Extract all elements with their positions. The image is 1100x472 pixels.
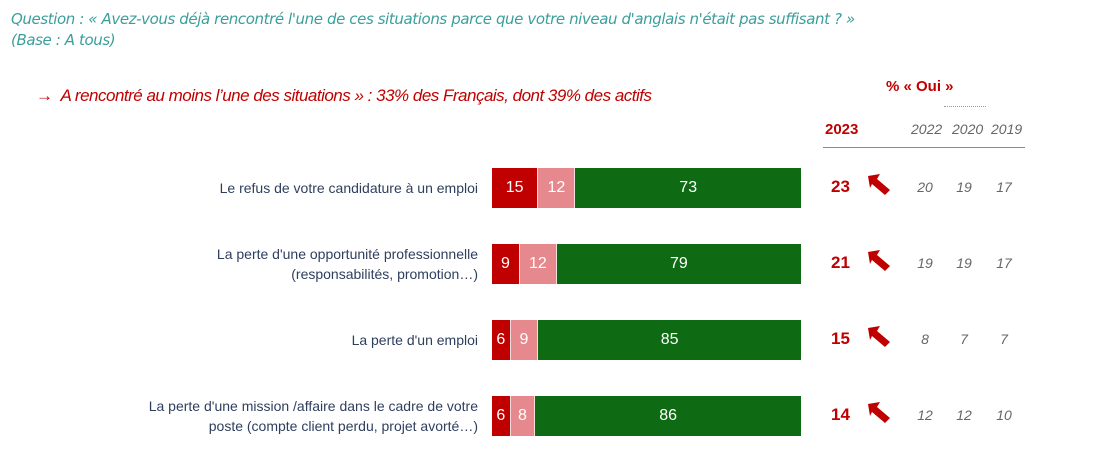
bar-segment-segment-3: 86	[535, 396, 801, 436]
arrow-up-left-icon	[866, 172, 892, 198]
year-header-2019: 2019	[991, 121, 1023, 137]
category-label-line: La perte d'une mission /affaire dans le …	[148, 398, 478, 414]
bar-segment-segment-1: 15	[492, 168, 539, 208]
oui-2023-value: 21	[831, 253, 850, 272]
header-divider	[823, 147, 1025, 148]
category-label-line: Le refus de votre candidature à un emplo…	[219, 180, 478, 196]
bar-segment-segment-2: 9	[510, 320, 539, 360]
trend-title: % « Oui »	[886, 78, 954, 95]
stacked-bar: 6 8 86	[492, 396, 801, 436]
dotted-divider	[944, 106, 986, 107]
category-label-line: La perte d'une opportunité professionnel…	[216, 246, 478, 262]
question-text: Question : « Avez-vous déjà rencontré l'…	[11, 9, 855, 51]
stacked-bar: 9 12 79	[492, 244, 801, 284]
oui-2020-value: 12	[956, 407, 972, 423]
bar-segment-segment-1: 6	[492, 396, 511, 436]
arrow-right-icon: →	[36, 86, 53, 105]
data-label: 12	[528, 255, 547, 272]
oui-2023-value: 14	[831, 405, 850, 424]
oui-2023-value: 15	[831, 329, 850, 348]
year-header-2023: 2023	[825, 121, 859, 138]
bar-segment-segment-3: 85	[538, 320, 801, 360]
category-label-line: poste (compte client perdu, projet avort…	[208, 418, 478, 434]
year-header-2020: 2020	[952, 121, 984, 137]
category-label-line: (responsabilités, promotion…)	[291, 266, 478, 282]
bar-segment-segment-3: 73	[575, 168, 801, 208]
data-label: 12	[547, 179, 566, 196]
category-label: Le refus de votre candidature à un emplo…	[220, 178, 478, 198]
headline-text: A rencontré au moins l’une des situation…	[60, 86, 653, 105]
bar-segment-segment-2: 12	[519, 244, 557, 284]
oui-2020-value: 7	[960, 331, 968, 347]
bar-segment-segment-1: 6	[492, 320, 511, 360]
question-base: (Base : A tous)	[11, 31, 116, 49]
year-header-2022: 2022	[911, 121, 943, 137]
stacked-bar: 6 9 85	[492, 320, 801, 360]
stacked-bar: 15 12 73	[492, 168, 801, 208]
data-label: 8	[517, 407, 527, 424]
category-label: La perte d'un emploi	[352, 330, 478, 350]
question-line: Question : « Avez-vous déjà rencontré l'…	[11, 10, 855, 28]
arrow-up-left-icon	[866, 324, 892, 350]
category-label: La perte d'une mission /affaire dans le …	[149, 396, 478, 436]
oui-2020-value: 19	[956, 255, 972, 271]
data-label: 9	[500, 255, 510, 272]
data-label: 85	[660, 331, 679, 348]
category-label-line: La perte d'un emploi	[351, 332, 478, 348]
oui-2022-value: 12	[917, 407, 933, 423]
bar-segment-segment-3: 79	[556, 244, 801, 284]
headline: → A rencontré au moins l’une des situatio…	[36, 86, 652, 106]
oui-2020-value: 19	[956, 179, 972, 195]
bar-segment-segment-2: 8	[510, 396, 536, 436]
bar-segment-segment-1: 9	[492, 244, 520, 284]
arrow-up-left-icon	[866, 400, 892, 426]
category-label: La perte d'une opportunité professionnel…	[217, 244, 478, 284]
oui-2023-value: 23	[831, 177, 850, 196]
oui-2019-value: 7	[1000, 331, 1008, 347]
data-label: 15	[505, 179, 524, 196]
oui-2022-value: 20	[917, 179, 933, 195]
oui-2022-value: 19	[917, 255, 933, 271]
data-label: 6	[496, 331, 506, 348]
data-label: 79	[670, 255, 688, 272]
data-label: 86	[659, 407, 678, 424]
data-label: 73	[679, 179, 698, 196]
oui-2019-value: 10	[996, 407, 1012, 423]
oui-2022-value: 8	[921, 331, 929, 347]
oui-2019-value: 17	[996, 255, 1012, 271]
bar-segment-segment-2: 12	[538, 168, 576, 208]
arrow-up-left-icon	[866, 248, 892, 274]
oui-2019-value: 17	[996, 179, 1012, 195]
data-label: 9	[519, 331, 529, 348]
data-label: 6	[496, 407, 506, 424]
